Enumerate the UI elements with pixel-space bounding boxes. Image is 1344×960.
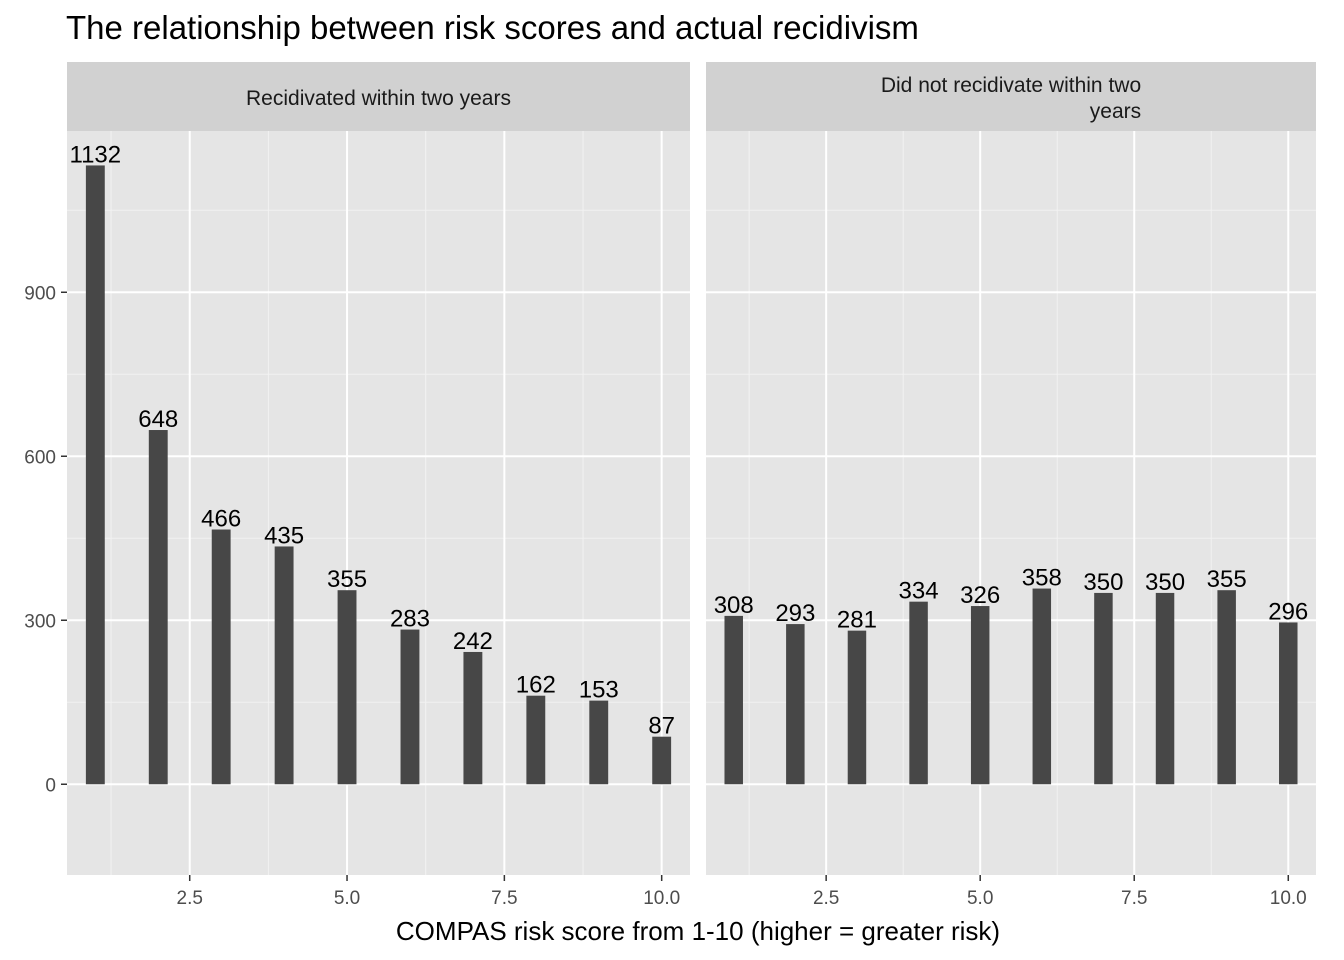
y-tick-label: 900 [24,283,56,304]
bar [337,590,357,785]
facet-strip [67,62,690,131]
data-label: 334 [899,578,939,605]
facet-panel-2: 308 293 281 334 326 358 350 350 355 296 Did not re… [706,62,1316,909]
x-tick-label: 10.0 [643,888,680,909]
bar [847,630,867,785]
facet-strip-label: Recidivated within two years [246,87,511,110]
x-tick-label: 5.0 [334,888,360,909]
x-tick-label: 5.0 [967,888,993,909]
bar [463,651,483,785]
x-tick-label: 10.0 [1270,888,1307,909]
data-label: 1132 [70,141,122,168]
panel-background [706,131,1316,875]
bar [148,430,168,785]
facet-strip [706,62,1316,131]
data-label: 293 [775,600,815,627]
bar [1094,592,1113,785]
y-tick-label: 0 [45,775,56,796]
bar [589,700,609,785]
data-label: 350 [1145,569,1185,596]
bar [909,601,928,785]
data-label: 153 [579,677,619,704]
data-label: 87 [648,713,675,740]
data-label: 283 [390,606,430,633]
x-tick-label: 2.5 [813,888,839,909]
facet-strip-label-line: years [1090,100,1141,123]
bar [211,529,231,785]
data-label: 355 [1207,566,1247,593]
bar [1217,590,1236,785]
data-label: 350 [1083,569,1123,596]
panel-background [67,131,690,875]
bar [400,629,420,785]
bar [652,736,672,785]
data-label: 358 [1022,565,1062,592]
data-label: 162 [516,672,556,699]
bar [274,546,294,785]
bar [724,615,743,785]
bar [526,695,546,785]
data-label: 648 [138,406,178,433]
facet-strip-label-line: Did not recidivate within two [881,74,1141,97]
facet-panel-1: 1132 648 466 435 355 283 242 162 153 87 Recidivate… [67,62,690,909]
x-tick-label: 7.5 [1121,888,1147,909]
data-label: 326 [960,582,1000,609]
y-axis: 0 300 600 900 [24,283,67,796]
y-tick-label: 300 [24,611,56,632]
data-label: 281 [837,607,877,634]
bar [1155,592,1175,785]
data-label: 466 [201,506,241,533]
y-tick-label: 600 [24,447,56,468]
bar [970,606,990,785]
data-label: 435 [264,522,304,549]
bar [1279,622,1298,785]
bar [1032,588,1052,785]
data-label: 242 [453,628,493,655]
x-axis-title: COMPAS risk score from 1-10 (higher = gr… [396,916,1000,946]
bar [786,624,805,785]
data-label: 296 [1268,598,1308,625]
x-tick-label: 2.5 [177,888,203,909]
bar [85,165,105,785]
chart-title: The relationship between risk scores and… [66,9,919,46]
x-tick-label: 7.5 [491,888,517,909]
data-label: 308 [714,592,754,619]
data-label: 355 [327,566,367,593]
